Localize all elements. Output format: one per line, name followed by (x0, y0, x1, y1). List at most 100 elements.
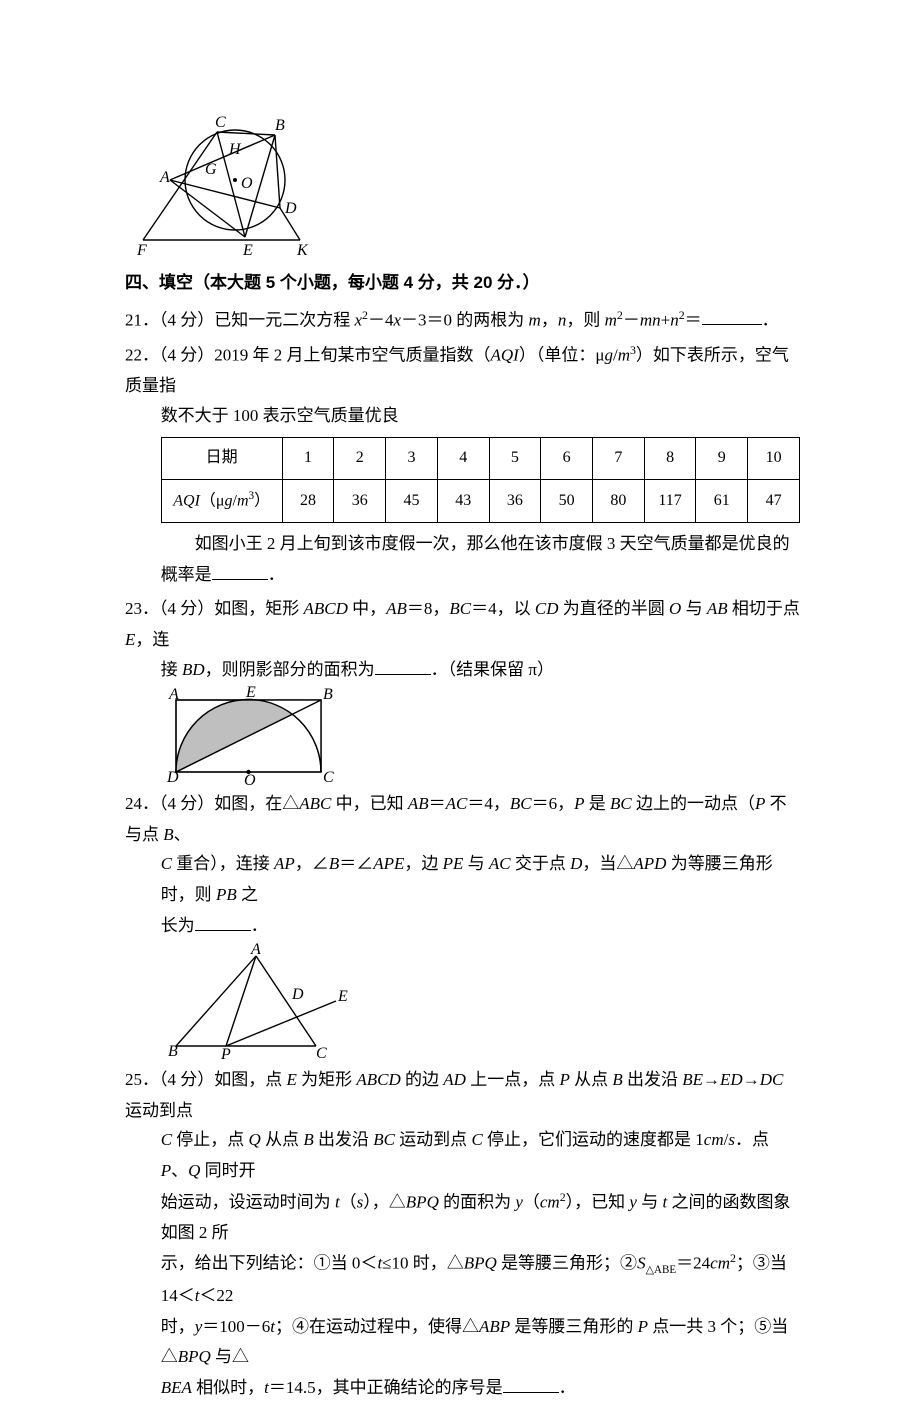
q24-ABC: ABC (299, 794, 331, 813)
q24-AP: AP (274, 854, 295, 873)
q24-P2: P (755, 794, 765, 813)
q22-pts: （4 分） (159, 346, 214, 365)
q25-l5a: 时， (161, 1317, 195, 1336)
td-v: 36 (489, 480, 541, 523)
q25-l2f: ．点 (735, 1130, 769, 1149)
q23-l1b: 中， (348, 599, 386, 618)
th-d: 8 (644, 438, 696, 480)
q21-n2: n (670, 310, 679, 329)
q24-l2b: ，∠ (295, 854, 329, 873)
q23-eq8: ＝8， (407, 599, 450, 618)
q24-pts: （4 分） (159, 794, 214, 813)
fig-q24: A B C P D E (161, 941, 351, 1061)
q25-l3d: 的面积为 (439, 1192, 516, 1211)
svg-text:E: E (337, 988, 348, 1005)
q25-l1a: 如图，点 (214, 1070, 286, 1089)
q21-min: － (623, 310, 640, 329)
svg-text:D: D (284, 200, 297, 217)
q21-m4: －4 (368, 310, 394, 329)
svg-text:A: A (168, 686, 179, 703)
q21-m3: －3＝0 的两根为 (401, 310, 529, 329)
q25-AD: AD (443, 1070, 466, 1089)
q25-E: E (287, 1070, 297, 1089)
th-date: 日期 (161, 438, 282, 480)
q21-pts: （4 分） (159, 310, 214, 329)
q25-BPQ: BPQ (406, 1192, 439, 1211)
q25-l5d: 是等腰三角形的 (510, 1317, 638, 1336)
q24-APD: APD (633, 854, 666, 873)
q21-x2: x (394, 310, 402, 329)
q24-PE: PE (443, 854, 464, 873)
td-v: 50 (541, 480, 593, 523)
q25-l3b: （ (340, 1192, 357, 1211)
q22-l1a: 2019 年 2 月上旬某市空气质量指数（ (214, 346, 490, 365)
th-d: 6 (541, 438, 593, 480)
q21-mn: mn (640, 310, 661, 329)
th-aqi-a: AQI (173, 492, 200, 509)
q25-l3g: 与 (637, 1192, 663, 1211)
q25-Q2: Q (188, 1161, 200, 1180)
q23-blank (375, 657, 431, 675)
th-aqi-c: g (225, 492, 233, 509)
q25-l3c: ），△ (363, 1192, 406, 1211)
q25-B2: B (303, 1130, 313, 1149)
q24-l2e: 与 (463, 854, 489, 873)
q23-BC: BC (449, 599, 471, 618)
q24-eq6: ＝6， (532, 794, 575, 813)
q25-l2c: 出发沿 (314, 1130, 374, 1149)
q25-y2: y (629, 1192, 637, 1211)
q21-num: 21． (125, 310, 159, 329)
q23-O: O (669, 599, 681, 618)
svg-text:F: F (136, 242, 147, 259)
q25-l1c: 的边 (401, 1070, 444, 1089)
td-v: 47 (748, 480, 800, 523)
th-d: 10 (748, 438, 800, 480)
q25-subABE: △ABE (646, 1264, 677, 1276)
q24-BC2: BC (610, 794, 632, 813)
svg-text:O: O (241, 175, 253, 192)
q24-D: D (570, 854, 582, 873)
q24-l1c: 是 (585, 794, 611, 813)
section-title: 四、填空（本大题 5 个小题，每小题 4 分，共 20 分．） (125, 268, 800, 299)
q25-s: s (728, 1130, 735, 1149)
q25-BPQ3: BPQ (178, 1347, 211, 1366)
q25-l2d: 运动到点 (395, 1130, 472, 1149)
q22-blank (212, 562, 268, 580)
q25-l4f: ＜22 (199, 1286, 233, 1305)
th-d: 2 (334, 438, 386, 480)
q24-l1d: 边上的一动点（ (632, 794, 755, 813)
q23-ABCD: ABCD (304, 599, 348, 618)
q24-eq1: ＝ (429, 794, 446, 813)
q24: 24．（4 分）如图，在△ABC 中，已知 AB＝AC＝4，BC＝6，P 是 B… (125, 789, 800, 1061)
q22-l1b: ）（单位：μ (519, 346, 605, 365)
th-d: 1 (282, 438, 334, 480)
svg-text:B: B (275, 117, 285, 134)
q24-PB: PB (216, 885, 237, 904)
td-v: 28 (282, 480, 334, 523)
svg-text:H: H (228, 141, 242, 158)
q24-B: B (163, 825, 173, 844)
q24-B2: B (329, 854, 339, 873)
q25-cm3: cm (710, 1254, 730, 1273)
q23-l2a: 接 (161, 660, 182, 679)
q23-eq4: ＝4，以 (471, 599, 535, 618)
q25-a1: → (703, 1070, 720, 1089)
th-d: 4 (437, 438, 489, 480)
q23-l1f: ，连 (135, 630, 169, 649)
q24-dun: 、 (174, 825, 191, 844)
q23-l1c: 为直径的半圆 (559, 599, 670, 618)
q25-dun: 、 (171, 1161, 188, 1180)
q24-l1a: 如图，在△ (214, 794, 299, 813)
q24-l2d: ，边 (404, 854, 442, 873)
q23-l2c: ．（结果保留 π） (431, 660, 554, 679)
td-v: 43 (437, 480, 489, 523)
q24-eq4: ＝4， (467, 794, 510, 813)
q24-blank (195, 913, 251, 931)
q25-l5c: ；④在运动过程中，使得△ (275, 1317, 479, 1336)
svg-text:C: C (215, 114, 226, 131)
q21-m: m (529, 310, 541, 329)
q25-S: S (637, 1254, 646, 1273)
svg-text:P: P (220, 1046, 231, 1061)
q25-P: P (559, 1070, 569, 1089)
q21-th: ，则 (566, 310, 604, 329)
